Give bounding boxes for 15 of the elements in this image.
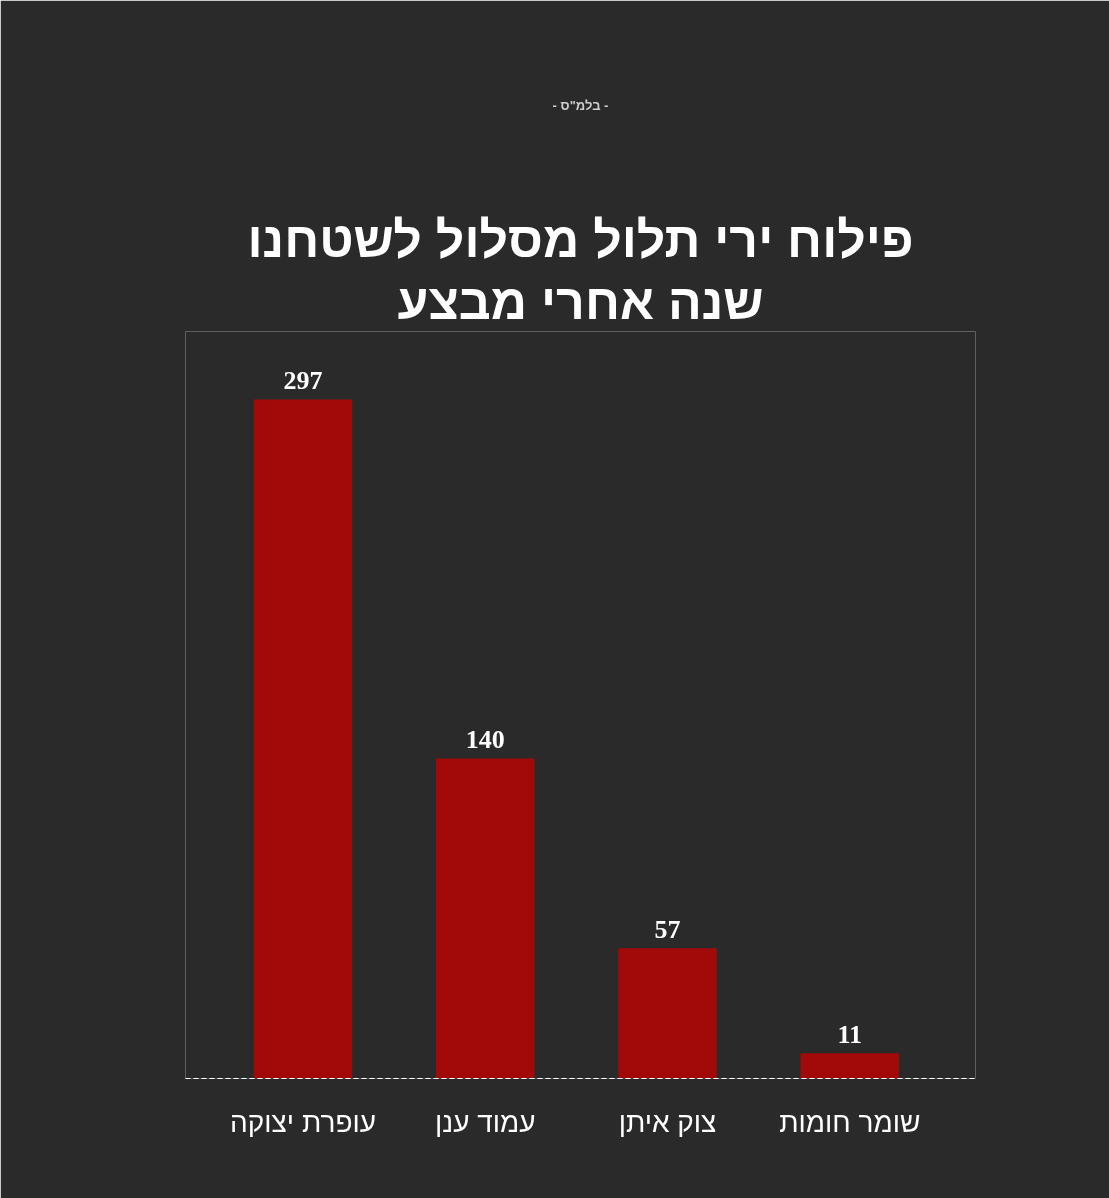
data-label: 57: [654, 915, 681, 945]
chart-subtitle: שנה אחרי מבצע: [397, 273, 764, 330]
data-label: 140: [465, 725, 505, 755]
bar: [436, 758, 535, 1079]
bar: [253, 399, 353, 1079]
chart-title: פילוח ירי תלול מסלול לשטחנו: [247, 211, 914, 268]
data-label: 297: [283, 366, 323, 396]
x-tick-label: עמוד ענן: [435, 1106, 536, 1138]
bar: [618, 948, 717, 1079]
data-label: 11: [837, 1020, 863, 1050]
bar: [800, 1053, 899, 1079]
x-tick-label: שומר חומות: [779, 1106, 921, 1138]
x-tick-label: עופרת יצוקה: [230, 1106, 377, 1138]
x-tick-label: צוק איתן: [618, 1106, 717, 1138]
text: - בלמ"ס -: [552, 97, 609, 113]
